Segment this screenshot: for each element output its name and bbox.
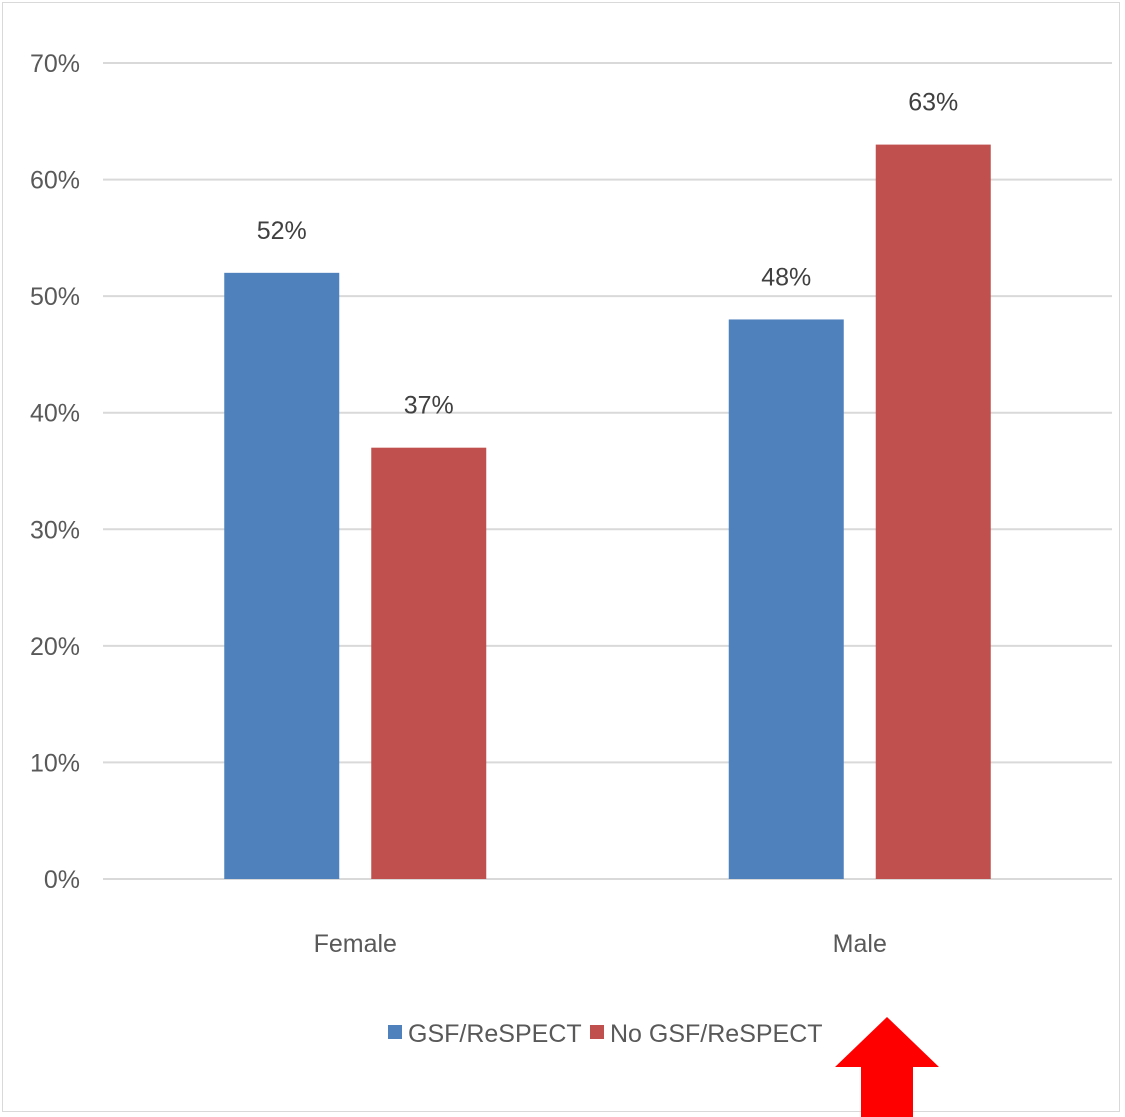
annotation-layer <box>835 1017 939 1117</box>
y-tick-label: 0% <box>44 866 80 894</box>
x-category-label: Male <box>833 930 887 958</box>
x-axis-categories: Female Male <box>314 930 887 958</box>
data-label: 48% <box>761 263 811 291</box>
bar <box>728 319 844 879</box>
legend-swatch <box>388 1025 402 1039</box>
bar <box>224 272 340 879</box>
y-tick-label: 50% <box>30 283 80 311</box>
bar <box>371 447 487 879</box>
legend-label: GSF/ReSPECT <box>408 1020 582 1048</box>
data-label: 63% <box>908 89 958 117</box>
data-label: 52% <box>257 217 307 245</box>
y-tick-label: 30% <box>30 516 80 544</box>
data-labels: 52% 37% 48% 63% <box>257 89 959 420</box>
data-label: 37% <box>404 392 454 420</box>
x-category-label: Female <box>314 930 397 958</box>
y-tick-label: 60% <box>30 167 80 195</box>
legend: GSF/ReSPECT No GSF/ReSPECT <box>388 1020 823 1048</box>
y-tick-label: 20% <box>30 633 80 661</box>
bars <box>224 144 991 880</box>
red-arrow-icon <box>835 1017 939 1117</box>
y-tick-label: 10% <box>30 749 80 777</box>
y-tick-label: 70% <box>30 50 80 78</box>
legend-label: No GSF/ReSPECT <box>610 1020 823 1048</box>
legend-swatch <box>590 1025 604 1039</box>
bar <box>875 144 991 880</box>
y-axis-ticks: 0% 10% 20% 30% 40% 50% 60% 70% <box>30 50 80 894</box>
y-tick-label: 40% <box>30 400 80 428</box>
